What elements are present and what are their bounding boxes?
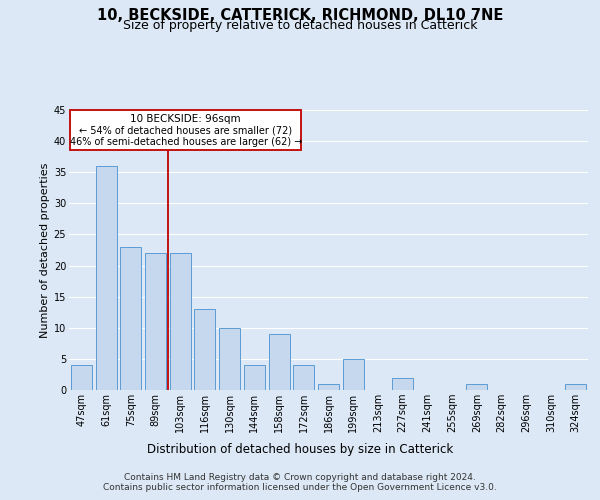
Bar: [293, 365, 314, 390]
Text: Contains HM Land Registry data © Crown copyright and database right 2024.: Contains HM Land Registry data © Crown c…: [124, 472, 476, 482]
Bar: [343, 359, 364, 390]
Bar: [95, 166, 116, 390]
Text: Size of property relative to detached houses in Catterick: Size of property relative to detached ho…: [123, 19, 477, 32]
Bar: [219, 328, 240, 390]
Bar: [466, 384, 487, 390]
Bar: [71, 365, 92, 390]
Bar: [194, 309, 215, 390]
Bar: [170, 253, 191, 390]
Bar: [392, 378, 413, 390]
Bar: [120, 247, 141, 390]
Bar: [269, 334, 290, 390]
Text: 46% of semi-detached houses are larger (62) →: 46% of semi-detached houses are larger (…: [70, 136, 302, 146]
Bar: [145, 253, 166, 390]
Bar: [244, 365, 265, 390]
Y-axis label: Number of detached properties: Number of detached properties: [40, 162, 50, 338]
Text: Distribution of detached houses by size in Catterick: Distribution of detached houses by size …: [147, 442, 453, 456]
Text: 10 BECKSIDE: 96sqm: 10 BECKSIDE: 96sqm: [130, 114, 241, 124]
Text: Contains public sector information licensed under the Open Government Licence v3: Contains public sector information licen…: [103, 484, 497, 492]
Bar: [318, 384, 339, 390]
Bar: [565, 384, 586, 390]
Text: 10, BECKSIDE, CATTERICK, RICHMOND, DL10 7NE: 10, BECKSIDE, CATTERICK, RICHMOND, DL10 …: [97, 8, 503, 22]
Text: ← 54% of detached houses are smaller (72): ← 54% of detached houses are smaller (72…: [79, 125, 292, 135]
